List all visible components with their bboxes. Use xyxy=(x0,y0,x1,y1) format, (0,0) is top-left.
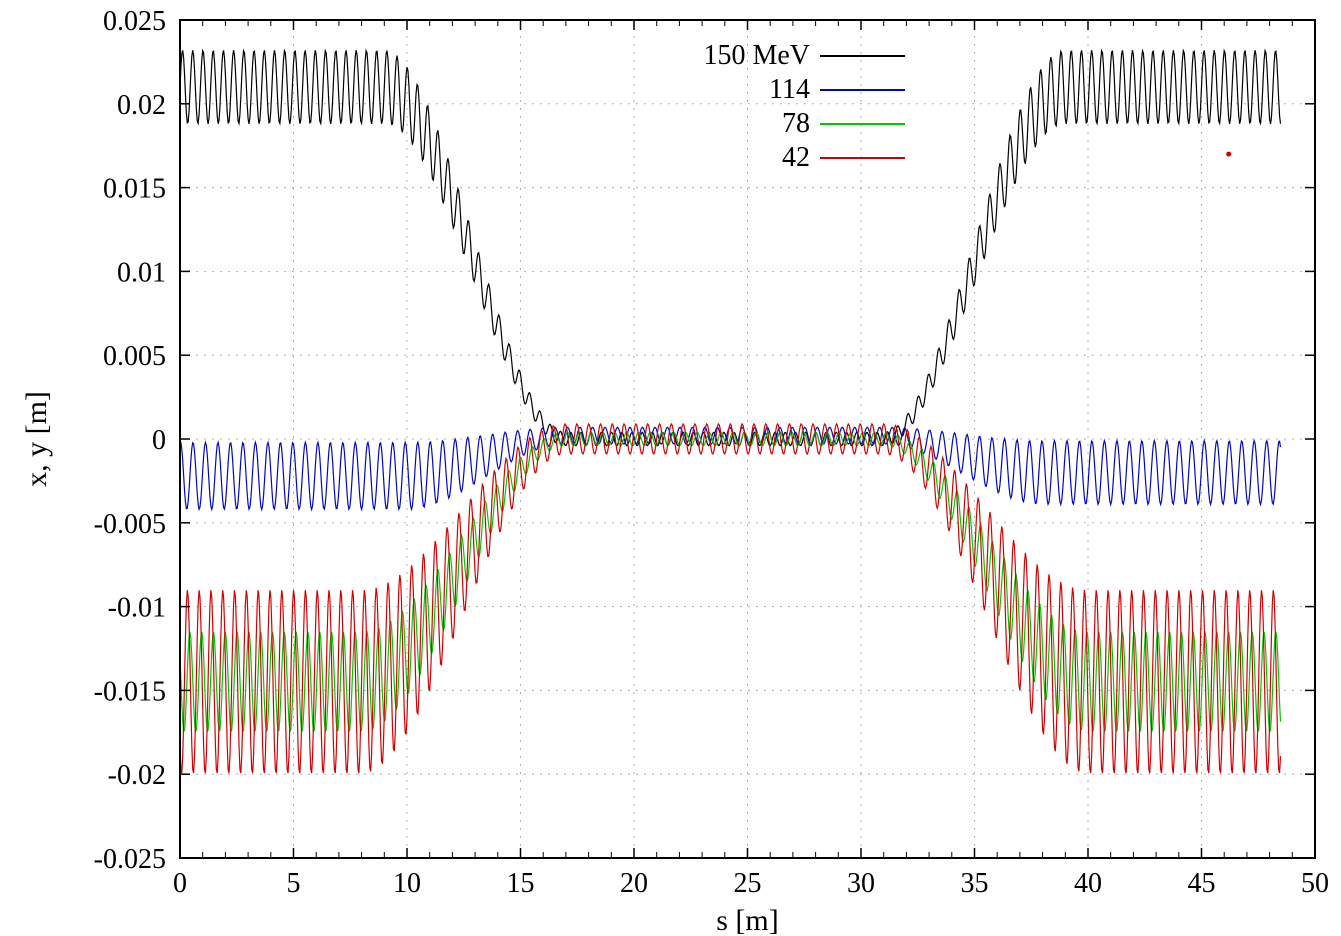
x-tick-label: 20 xyxy=(620,868,648,899)
legend-label: 78 xyxy=(782,108,810,139)
y-tick-label: 0.015 xyxy=(103,174,166,205)
x-tick-label: 50 xyxy=(1301,868,1329,899)
x-tick-label: 45 xyxy=(1188,868,1216,899)
legend-label: 150 MeV xyxy=(703,40,810,71)
y-tick-label: 0.02 xyxy=(117,90,166,121)
y-tick-label: 0.025 xyxy=(103,6,166,37)
y-tick-label: 0.005 xyxy=(103,341,166,372)
y-tick-label: -0.005 xyxy=(94,509,166,540)
x-tick-label: 0 xyxy=(173,868,187,899)
y-tick-label: -0.015 xyxy=(94,676,166,707)
y-tick-label: 0 xyxy=(152,425,166,456)
y-tick-label: -0.02 xyxy=(108,760,166,791)
x-tick-label: 15 xyxy=(507,868,535,899)
y-tick-label: -0.01 xyxy=(108,593,166,624)
x-tick-label: 10 xyxy=(393,868,421,899)
x-tick-label: 25 xyxy=(734,868,762,899)
y-axis-title: x, y [m] xyxy=(20,391,53,487)
x-tick-label: 40 xyxy=(1074,868,1102,899)
y-tick-label: 0.01 xyxy=(117,257,166,288)
legend-label: 114 xyxy=(769,74,810,105)
x-tick-label: 35 xyxy=(961,868,989,899)
x-axis-title: s [m] xyxy=(716,904,779,936)
legend-label: 42 xyxy=(782,142,810,173)
x-tick-label: 5 xyxy=(287,868,301,899)
y-tick-label: -0.025 xyxy=(94,844,166,875)
chart-container: 0 5 10 15 20 25 30 35 40 45 50 -0.025 -0.02 -0.015 -0.… xyxy=(0,0,1341,936)
data-point xyxy=(1226,152,1231,157)
x-tick-label: 30 xyxy=(847,868,875,899)
line-chart: 0 5 10 15 20 25 30 35 40 45 50 -0.025 -0.02 -0.015 -0.… xyxy=(0,0,1341,936)
